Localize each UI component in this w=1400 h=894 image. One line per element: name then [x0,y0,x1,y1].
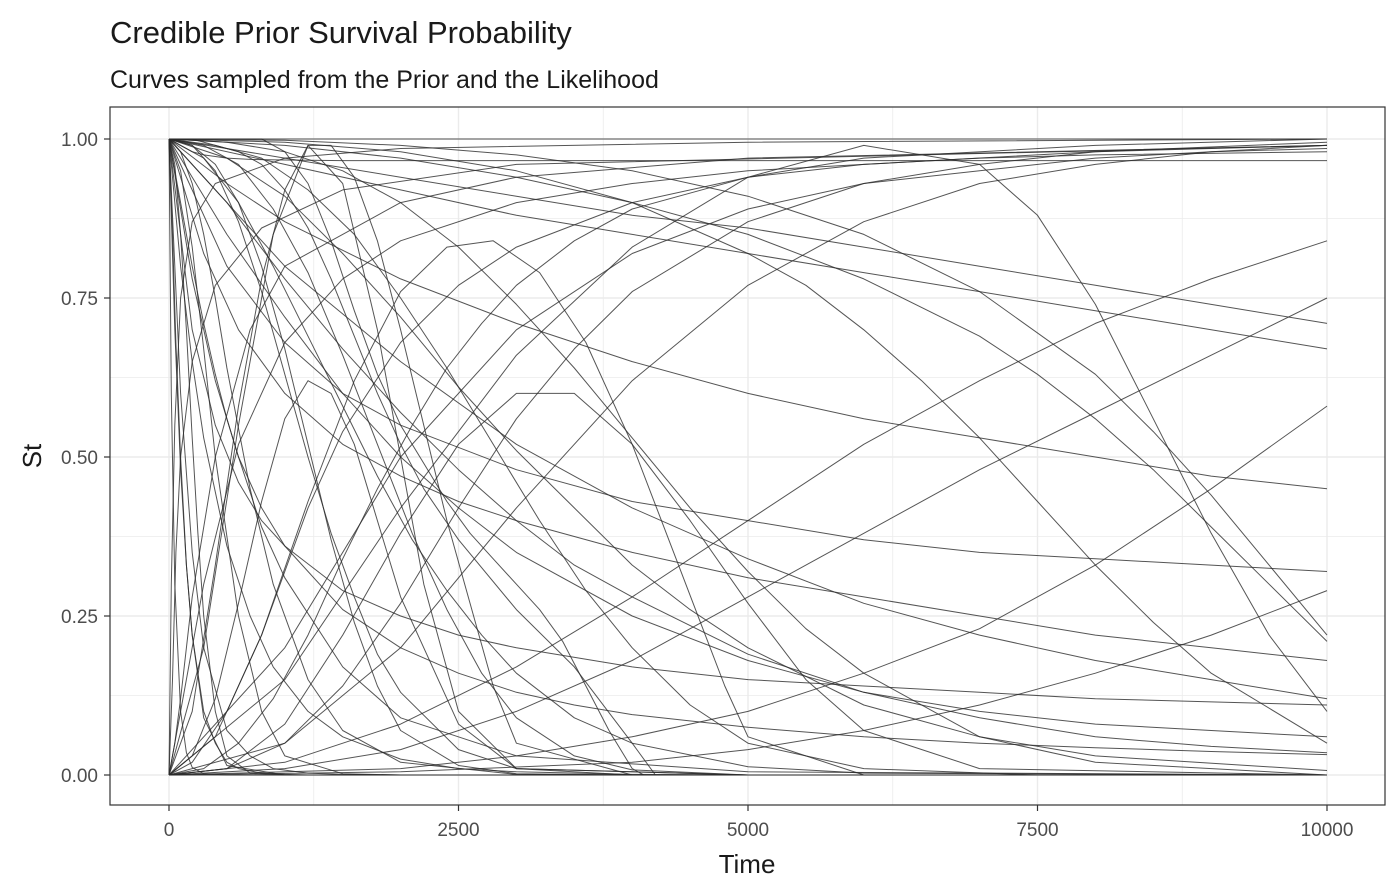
x-tick-label: 2500 [437,820,479,841]
x-axis-title: Time [719,849,776,879]
y-tick-label: 0.75 [61,289,98,310]
y-axis: 0.00 0.25 0.50 0.75 1.00 [61,130,110,787]
x-axis: 0 2500 5000 7500 10000 [164,805,1354,841]
x-tick-label: 0 [164,820,175,841]
grid-lines [110,107,1385,805]
y-axis-title: St [17,443,47,468]
y-tick-label: 0.00 [61,766,98,787]
y-tick-label: 1.00 [61,130,98,151]
x-tick-label: 10000 [1301,820,1354,841]
y-tick-label: 0.50 [61,448,98,469]
x-tick-label: 7500 [1016,820,1058,841]
chart-title: Credible Prior Survival Probability [110,15,572,50]
x-tick-label: 5000 [727,820,769,841]
chart-subtitle: Curves sampled from the Prior and the Li… [110,66,659,94]
y-tick-label: 0.25 [61,607,98,628]
